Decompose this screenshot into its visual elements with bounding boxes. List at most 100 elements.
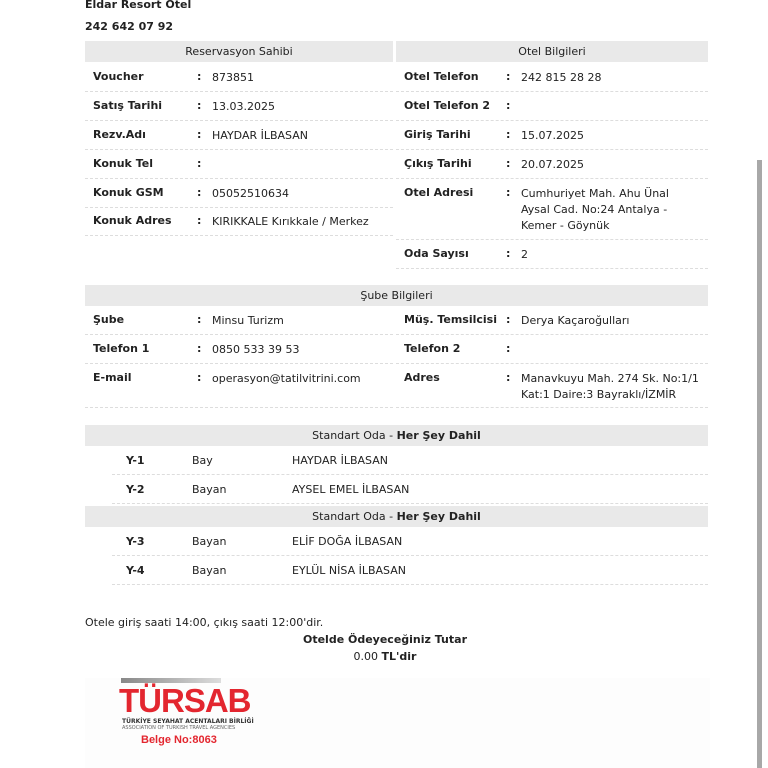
info-row: Satış Tarihi:13.03.2025 xyxy=(85,92,393,121)
row-value: 13.03.2025 xyxy=(212,100,275,113)
colon: : xyxy=(506,186,511,199)
guest-row: Y-2 Bayan AYSEL EMEL İLBASAN xyxy=(112,475,708,504)
row-value: 05052510634 xyxy=(212,187,289,200)
row-label: Çıkış Tarihi xyxy=(404,157,472,170)
row-label: Voucher xyxy=(93,70,144,83)
row-label: Konuk Adres xyxy=(93,214,172,227)
info-row: Konuk Adres: KIRIKKALE Kırıkkale / Merkez xyxy=(85,207,393,236)
row-value: Cumhuriyet Mah. Ahu Ünal Aysal Cad. No:2… xyxy=(521,187,669,232)
logo-line2: ASSOCIATION OF TURKISH TRAVEL AGENCIES xyxy=(122,725,236,731)
info-row: Konuk Tel: xyxy=(85,150,393,179)
row-label: Giriş Tarihi xyxy=(404,128,471,141)
info-row: Şube: Minsu Turizm xyxy=(85,306,393,335)
logo-bar xyxy=(121,678,221,683)
info-row: Otel Telefon 2: xyxy=(396,92,708,121)
row-value: 15.07.2025 xyxy=(521,129,584,142)
info-row: Konuk GSM:05052510634 xyxy=(85,179,393,208)
hotel-phone: 242 642 07 92 xyxy=(85,20,174,33)
guest-name: ELİF DOĞA İLBASAN xyxy=(292,535,403,548)
row-value: 0850 533 39 53 xyxy=(212,343,300,356)
row-label: Konuk GSM xyxy=(93,186,164,199)
guest-gender: Bay xyxy=(192,454,213,467)
row-value: 2 xyxy=(521,248,528,261)
info-row: Otel Adresi: Cumhuriyet Mah. Ahu Ünal Ays… xyxy=(396,179,708,240)
row-value: HAYDAR İLBASAN xyxy=(212,129,308,142)
board-type: Her Şey Dahil xyxy=(396,510,481,523)
row-label: Otel Telefon 2 xyxy=(404,99,491,112)
colon: : xyxy=(506,247,511,260)
room-type: Standart Oda - xyxy=(312,510,397,523)
amount: 0.00 TL'dir xyxy=(300,650,470,663)
info-row: Telefon 1:0850 533 39 53 xyxy=(85,335,393,364)
guest-row: Y-3 Bayan ELİF DOĞA İLBASAN xyxy=(112,527,708,556)
row-label: Otel Telefon xyxy=(404,70,479,83)
info-row: E-mail: operasyon@tatilvitrini.com xyxy=(85,364,393,408)
guest-name: EYLÜL NİSA İLBASAN xyxy=(292,564,406,577)
logo-line1: TÜRKİYE SEYAHAT ACENTALARI BİRLİĞİ xyxy=(122,718,254,725)
room-type: Standart Oda - xyxy=(312,429,397,442)
row-value: 873851 xyxy=(212,71,254,84)
colon: : xyxy=(197,157,202,170)
license-number: Belge No:8063 xyxy=(141,734,217,746)
row-label: Oda Sayısı xyxy=(404,247,469,260)
row-label: Müş. Temsilcisi xyxy=(404,313,497,326)
info-row: Rezv.Adı: HAYDAR İLBASAN xyxy=(85,121,393,150)
colon: : xyxy=(197,342,202,355)
guest-gender: Bayan xyxy=(192,564,227,577)
row-label: Otel Adresi xyxy=(404,186,474,199)
row-label: E-mail xyxy=(93,371,132,384)
row-value: Minsu Turizm xyxy=(212,314,284,327)
info-row: Giriş Tarihi:15.07.2025 xyxy=(396,121,708,150)
colon: : xyxy=(197,371,202,384)
row-label: Konuk Tel xyxy=(93,157,153,170)
room-header: Standart Oda - Her Şey Dahil xyxy=(85,506,708,527)
board-type: Her Şey Dahil xyxy=(396,429,481,442)
hotel-info-header: Otel Bilgileri xyxy=(396,41,708,62)
info-row: Oda Sayısı:2 xyxy=(396,240,708,269)
row-value: KIRIKKALE Kırıkkale / Merkez xyxy=(212,215,369,228)
colon: : xyxy=(197,128,202,141)
amount-value: 0.00 xyxy=(353,650,382,663)
row-value: operasyon@tatilvitrini.com xyxy=(212,372,361,385)
colon: : xyxy=(506,70,511,83)
amount-label: Otelde Ödeyeceğiniz Tutar xyxy=(302,633,467,646)
row-value: Manavkuyu Mah. 274 Sk. No:1/1 Kat:1 Dair… xyxy=(521,372,699,401)
row-label: Telefon 1 xyxy=(93,342,150,355)
guest-name: HAYDAR İLBASAN xyxy=(292,454,388,467)
info-row: Telefon 2: xyxy=(396,335,708,364)
colon: : xyxy=(506,99,511,112)
guest-id: Y-1 xyxy=(126,454,145,467)
logo-area: TÜRSAB TÜRKİYE SEYAHAT ACENTALARI BİRLİĞ… xyxy=(85,678,710,768)
guest-id: Y-4 xyxy=(126,564,145,577)
guest-gender: Bayan xyxy=(192,483,227,496)
branch-header: Şube Bilgileri xyxy=(85,285,708,306)
colon: : xyxy=(506,342,511,355)
guest-row: Y-1 Bay HAYDAR İLBASAN xyxy=(112,446,708,475)
colon: : xyxy=(197,186,202,199)
colon: : xyxy=(197,99,202,112)
colon: : xyxy=(506,313,511,326)
colon: : xyxy=(506,157,511,170)
colon: : xyxy=(197,70,202,83)
row-label: Şube xyxy=(93,313,125,326)
colon: : xyxy=(197,214,202,227)
colon: : xyxy=(506,128,511,141)
guest-id: Y-2 xyxy=(126,483,145,496)
colon: : xyxy=(197,313,202,326)
info-row: Voucher:873851 xyxy=(85,63,393,92)
row-label: Rezv.Adı xyxy=(93,128,146,141)
row-label: Telefon 2 xyxy=(404,342,461,355)
guest-name: AYSEL EMEL İLBASAN xyxy=(292,483,410,496)
info-row: Çıkış Tarihi:20.07.2025 xyxy=(396,150,708,179)
row-value: Derya Kaçaroğulları xyxy=(521,314,630,327)
guest-gender: Bayan xyxy=(192,535,227,548)
room-header: Standart Oda - Her Şey Dahil xyxy=(85,425,708,446)
info-row: Adres: Manavkuyu Mah. 274 Sk. No:1/1 Kat:… xyxy=(396,364,708,408)
row-label: Satış Tarihi xyxy=(93,99,163,112)
guest-id: Y-3 xyxy=(126,535,145,548)
info-row: Otel Telefon:242 815 28 28 xyxy=(396,63,708,92)
scrollbar[interactable] xyxy=(757,160,762,768)
colon: : xyxy=(506,371,511,384)
row-value: 242 815 28 28 xyxy=(521,71,602,84)
amount-currency: TL'dir xyxy=(381,650,417,663)
